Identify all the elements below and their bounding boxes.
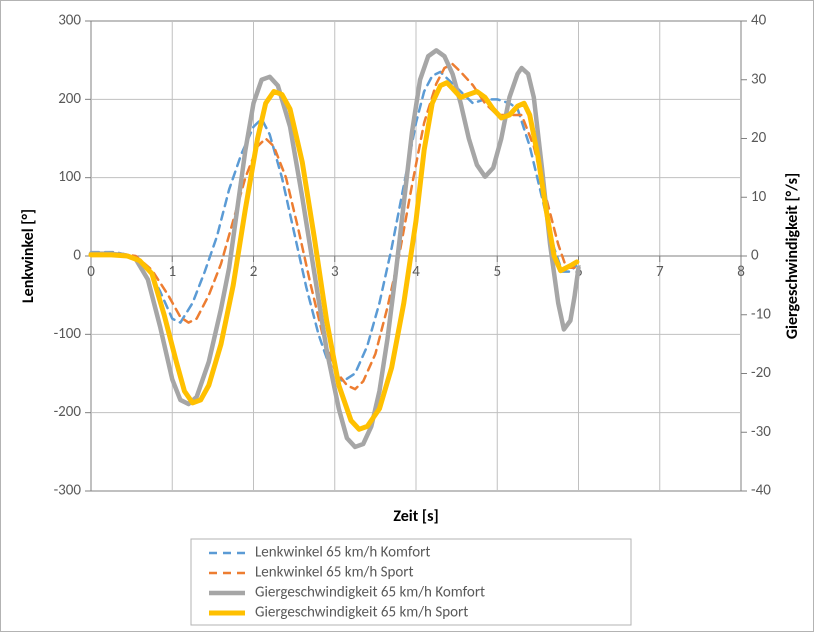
legend-label: Giergeschwindigkeit 65 km/h Sport — [255, 604, 468, 622]
y-right-tick-label: -10 — [751, 305, 771, 323]
line-chart: -300-200-1000100200300-40-30-20-10010203… — [1, 1, 814, 633]
y-left-tick-label: 0 — [73, 247, 81, 265]
chart-container: -300-200-1000100200300-40-30-20-10010203… — [0, 0, 814, 632]
y-left-tick-label: -200 — [54, 403, 82, 421]
x-tick-label: 4 — [412, 263, 420, 281]
y-right-tick-label: -20 — [751, 364, 771, 382]
y-right-axis-label: Giergeschwindigkeit [°/s] — [783, 173, 802, 339]
y-right-tick-label: -30 — [751, 423, 771, 441]
y-left-tick-label: 300 — [58, 12, 81, 30]
y-right-tick-label: 30 — [751, 70, 767, 88]
y-right-tick-label: 10 — [751, 188, 767, 206]
y-left-tick-label: 200 — [58, 90, 81, 108]
y-right-tick-label: 20 — [751, 129, 767, 147]
y-left-tick-label: -300 — [54, 482, 82, 500]
x-tick-label: 7 — [656, 263, 664, 281]
x-tick-label: 0 — [87, 263, 95, 281]
x-tick-label: 2 — [250, 263, 258, 281]
legend-label: Lenkwinkel 65 km/h Komfort — [255, 544, 430, 562]
x-axis-label: Zeit [s] — [393, 507, 438, 526]
x-tick-label: 8 — [737, 263, 745, 281]
y-left-tick-label: -100 — [54, 325, 82, 343]
y-left-axis-label: Lenkwinkel [°] — [19, 209, 38, 303]
x-tick-label: 1 — [168, 263, 176, 281]
y-right-tick-label: -40 — [751, 482, 771, 500]
y-right-tick-label: 40 — [751, 12, 767, 30]
x-tick-label: 5 — [493, 263, 501, 281]
y-left-tick-label: 100 — [58, 168, 81, 186]
legend-label: Lenkwinkel 65 km/h Sport — [255, 564, 414, 582]
x-tick-label: 3 — [331, 263, 339, 281]
y-right-tick-label: 0 — [751, 247, 759, 265]
legend-label: Giergeschwindigkeit 65 km/h Komfort — [255, 584, 485, 602]
